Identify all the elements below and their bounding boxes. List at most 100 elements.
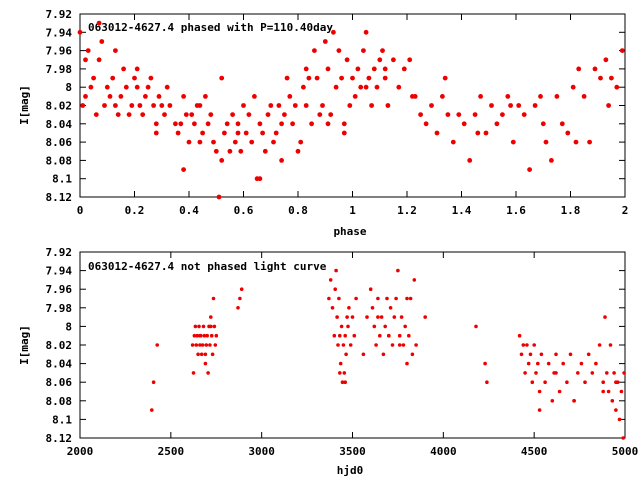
data-point xyxy=(346,324,350,329)
data-point xyxy=(331,29,336,35)
data-point xyxy=(429,103,434,108)
data-point xyxy=(583,380,587,385)
data-point xyxy=(123,84,129,90)
data-point xyxy=(325,121,331,127)
data-point xyxy=(363,84,369,90)
data-point xyxy=(485,380,489,385)
data-point xyxy=(405,361,409,366)
data-point xyxy=(201,324,206,329)
data-point xyxy=(212,324,217,329)
data-point xyxy=(342,371,347,375)
data-point xyxy=(325,66,331,72)
data-point xyxy=(343,333,348,338)
data-point xyxy=(590,371,595,375)
data-point xyxy=(539,352,544,357)
data-point xyxy=(554,94,560,99)
data-point xyxy=(483,130,489,136)
data-point xyxy=(110,75,116,81)
data-point xyxy=(236,306,240,310)
data-point xyxy=(279,158,284,163)
data-point xyxy=(598,75,603,81)
data-point xyxy=(113,103,118,108)
data-point xyxy=(219,158,225,163)
data-point xyxy=(414,343,418,347)
data-point xyxy=(350,75,355,81)
x-tick-label: 4000 xyxy=(430,445,457,458)
data-point xyxy=(191,371,196,375)
data-point xyxy=(601,380,605,385)
data-point xyxy=(211,296,216,301)
data-point xyxy=(606,103,611,108)
data-point xyxy=(581,94,587,99)
data-point xyxy=(195,333,199,338)
data-point xyxy=(303,66,309,72)
data-point xyxy=(525,343,529,347)
data-point xyxy=(337,296,341,301)
data-point xyxy=(327,296,331,301)
data-point xyxy=(198,343,202,347)
data-point xyxy=(521,112,527,117)
data-point xyxy=(382,75,388,81)
x-tick-label: 0.2 xyxy=(125,204,145,217)
y-tick-label: 7.94 xyxy=(46,265,73,278)
data-point xyxy=(155,343,159,347)
data-point xyxy=(151,103,157,108)
data-point xyxy=(341,130,347,136)
data-point xyxy=(129,103,135,108)
x-axis-label: hjd0 xyxy=(337,464,364,477)
data-point xyxy=(508,103,513,108)
data-point xyxy=(167,103,173,108)
data-point xyxy=(107,94,113,99)
data-point xyxy=(619,389,624,394)
data-point xyxy=(99,39,105,44)
data-point xyxy=(423,121,429,127)
data-point xyxy=(208,112,214,117)
data-point xyxy=(145,84,151,90)
x-tick-label: 2000 xyxy=(67,445,94,458)
y-tick-label: 8.12 xyxy=(46,432,73,445)
data-point xyxy=(387,333,391,338)
x-tick-label: 1.2 xyxy=(397,204,417,217)
data-point xyxy=(382,66,388,72)
data-point xyxy=(603,57,609,63)
data-point xyxy=(519,352,524,357)
data-point xyxy=(211,139,216,145)
data-point xyxy=(505,94,511,99)
data-point xyxy=(96,57,102,63)
data-point xyxy=(334,268,338,273)
data-point xyxy=(540,121,546,127)
data-point xyxy=(338,361,343,366)
data-point xyxy=(369,103,374,108)
data-point xyxy=(338,371,342,375)
data-point xyxy=(209,324,213,329)
data-point xyxy=(213,343,218,347)
data-point xyxy=(408,296,413,301)
y-tick-label: 8.1 xyxy=(52,413,72,426)
data-point xyxy=(203,94,208,99)
data-point xyxy=(338,333,342,338)
x-tick-label: 4500 xyxy=(521,445,548,458)
chart-title: 063012-4627.4 phased with P=110.40day xyxy=(88,21,333,34)
data-point xyxy=(306,75,312,81)
data-point xyxy=(475,130,481,136)
data-point xyxy=(198,333,202,338)
data-point xyxy=(396,268,400,273)
data-point xyxy=(543,380,547,385)
data-point xyxy=(239,287,244,292)
x-tick-label: 1.4 xyxy=(452,204,472,217)
data-point xyxy=(412,278,417,282)
y-tick-label: 7.98 xyxy=(46,63,73,76)
data-point xyxy=(549,158,554,163)
x-tick-label: 5000 xyxy=(612,445,639,458)
data-point xyxy=(83,57,88,63)
data-point xyxy=(345,315,349,319)
data-point xyxy=(528,352,533,357)
data-point xyxy=(298,139,304,145)
data-point xyxy=(489,103,494,108)
data-point xyxy=(328,278,333,282)
y-tick-label: 8.02 xyxy=(46,100,73,113)
data-point xyxy=(343,380,348,385)
y-tick-label: 8.08 xyxy=(46,154,73,167)
data-point xyxy=(197,139,203,145)
